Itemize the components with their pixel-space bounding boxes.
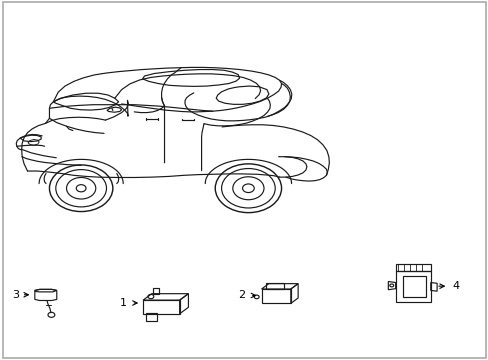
Text: 2: 2 xyxy=(237,291,244,301)
Bar xyxy=(153,288,158,294)
Text: 1: 1 xyxy=(119,298,126,308)
Bar xyxy=(402,276,426,297)
Bar xyxy=(395,264,430,271)
Bar xyxy=(261,289,290,303)
Bar xyxy=(146,313,157,321)
Text: 4: 4 xyxy=(451,281,458,291)
Bar xyxy=(143,300,179,314)
Bar xyxy=(395,271,430,302)
Bar xyxy=(266,283,283,289)
Text: 3: 3 xyxy=(12,290,19,300)
